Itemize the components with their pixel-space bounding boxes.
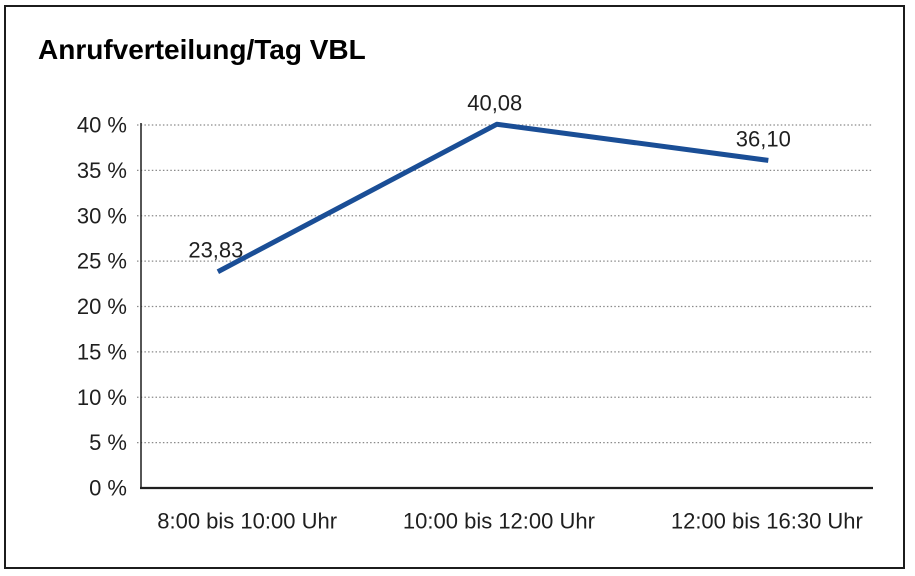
- chart-title: Anrufverteilung/Tag VBL: [38, 34, 366, 65]
- data-point-label: 23,83: [188, 238, 243, 263]
- y-tick-label: 30 %: [77, 203, 127, 228]
- y-tick-label: 35 %: [77, 158, 127, 183]
- x-category-label: 8:00 bis 10:00 Uhr: [157, 509, 337, 534]
- y-tick-label: 5 %: [89, 430, 127, 455]
- y-tick-label: 0 %: [89, 476, 127, 501]
- data-point-label: 36,10: [736, 126, 791, 151]
- y-tick-label: 20 %: [77, 294, 127, 319]
- y-tick-label: 10 %: [77, 385, 127, 410]
- x-category-label: 10:00 bis 12:00 Uhr: [403, 509, 595, 534]
- x-category-label: 12:00 bis 16:30 Uhr: [671, 509, 863, 534]
- data-point-label: 40,08: [467, 90, 522, 115]
- y-tick-label: 25 %: [77, 249, 127, 274]
- y-tick-label: 40 %: [77, 113, 127, 138]
- data-line: [216, 121, 769, 274]
- y-tick-label: 15 %: [77, 339, 127, 364]
